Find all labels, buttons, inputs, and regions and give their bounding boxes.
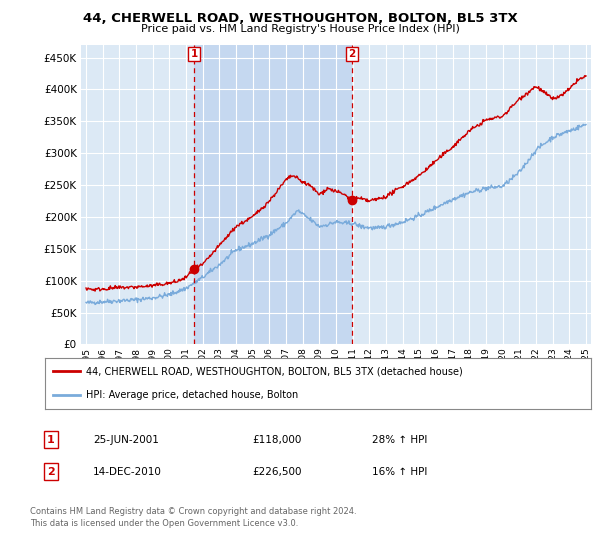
Text: 14-DEC-2010: 14-DEC-2010 [93,466,162,477]
Text: Contains HM Land Registry data © Crown copyright and database right 2024.
This d: Contains HM Land Registry data © Crown c… [30,507,356,528]
Text: £226,500: £226,500 [252,466,302,477]
Text: 1: 1 [47,435,55,445]
Text: 28% ↑ HPI: 28% ↑ HPI [372,435,427,445]
Text: 2: 2 [348,49,355,59]
Text: 2: 2 [47,466,55,477]
Text: £118,000: £118,000 [252,435,301,445]
Text: 44, CHERWELL ROAD, WESTHOUGHTON, BOLTON, BL5 3TX (detached house): 44, CHERWELL ROAD, WESTHOUGHTON, BOLTON,… [86,366,463,376]
Text: 44, CHERWELL ROAD, WESTHOUGHTON, BOLTON, BL5 3TX: 44, CHERWELL ROAD, WESTHOUGHTON, BOLTON,… [83,12,517,25]
Text: HPI: Average price, detached house, Bolton: HPI: Average price, detached house, Bolt… [86,390,298,400]
Text: Price paid vs. HM Land Registry's House Price Index (HPI): Price paid vs. HM Land Registry's House … [140,24,460,34]
Text: 25-JUN-2001: 25-JUN-2001 [93,435,159,445]
Bar [194,45,352,344]
Text: 1: 1 [190,49,197,59]
Text: 16% ↑ HPI: 16% ↑ HPI [372,466,427,477]
